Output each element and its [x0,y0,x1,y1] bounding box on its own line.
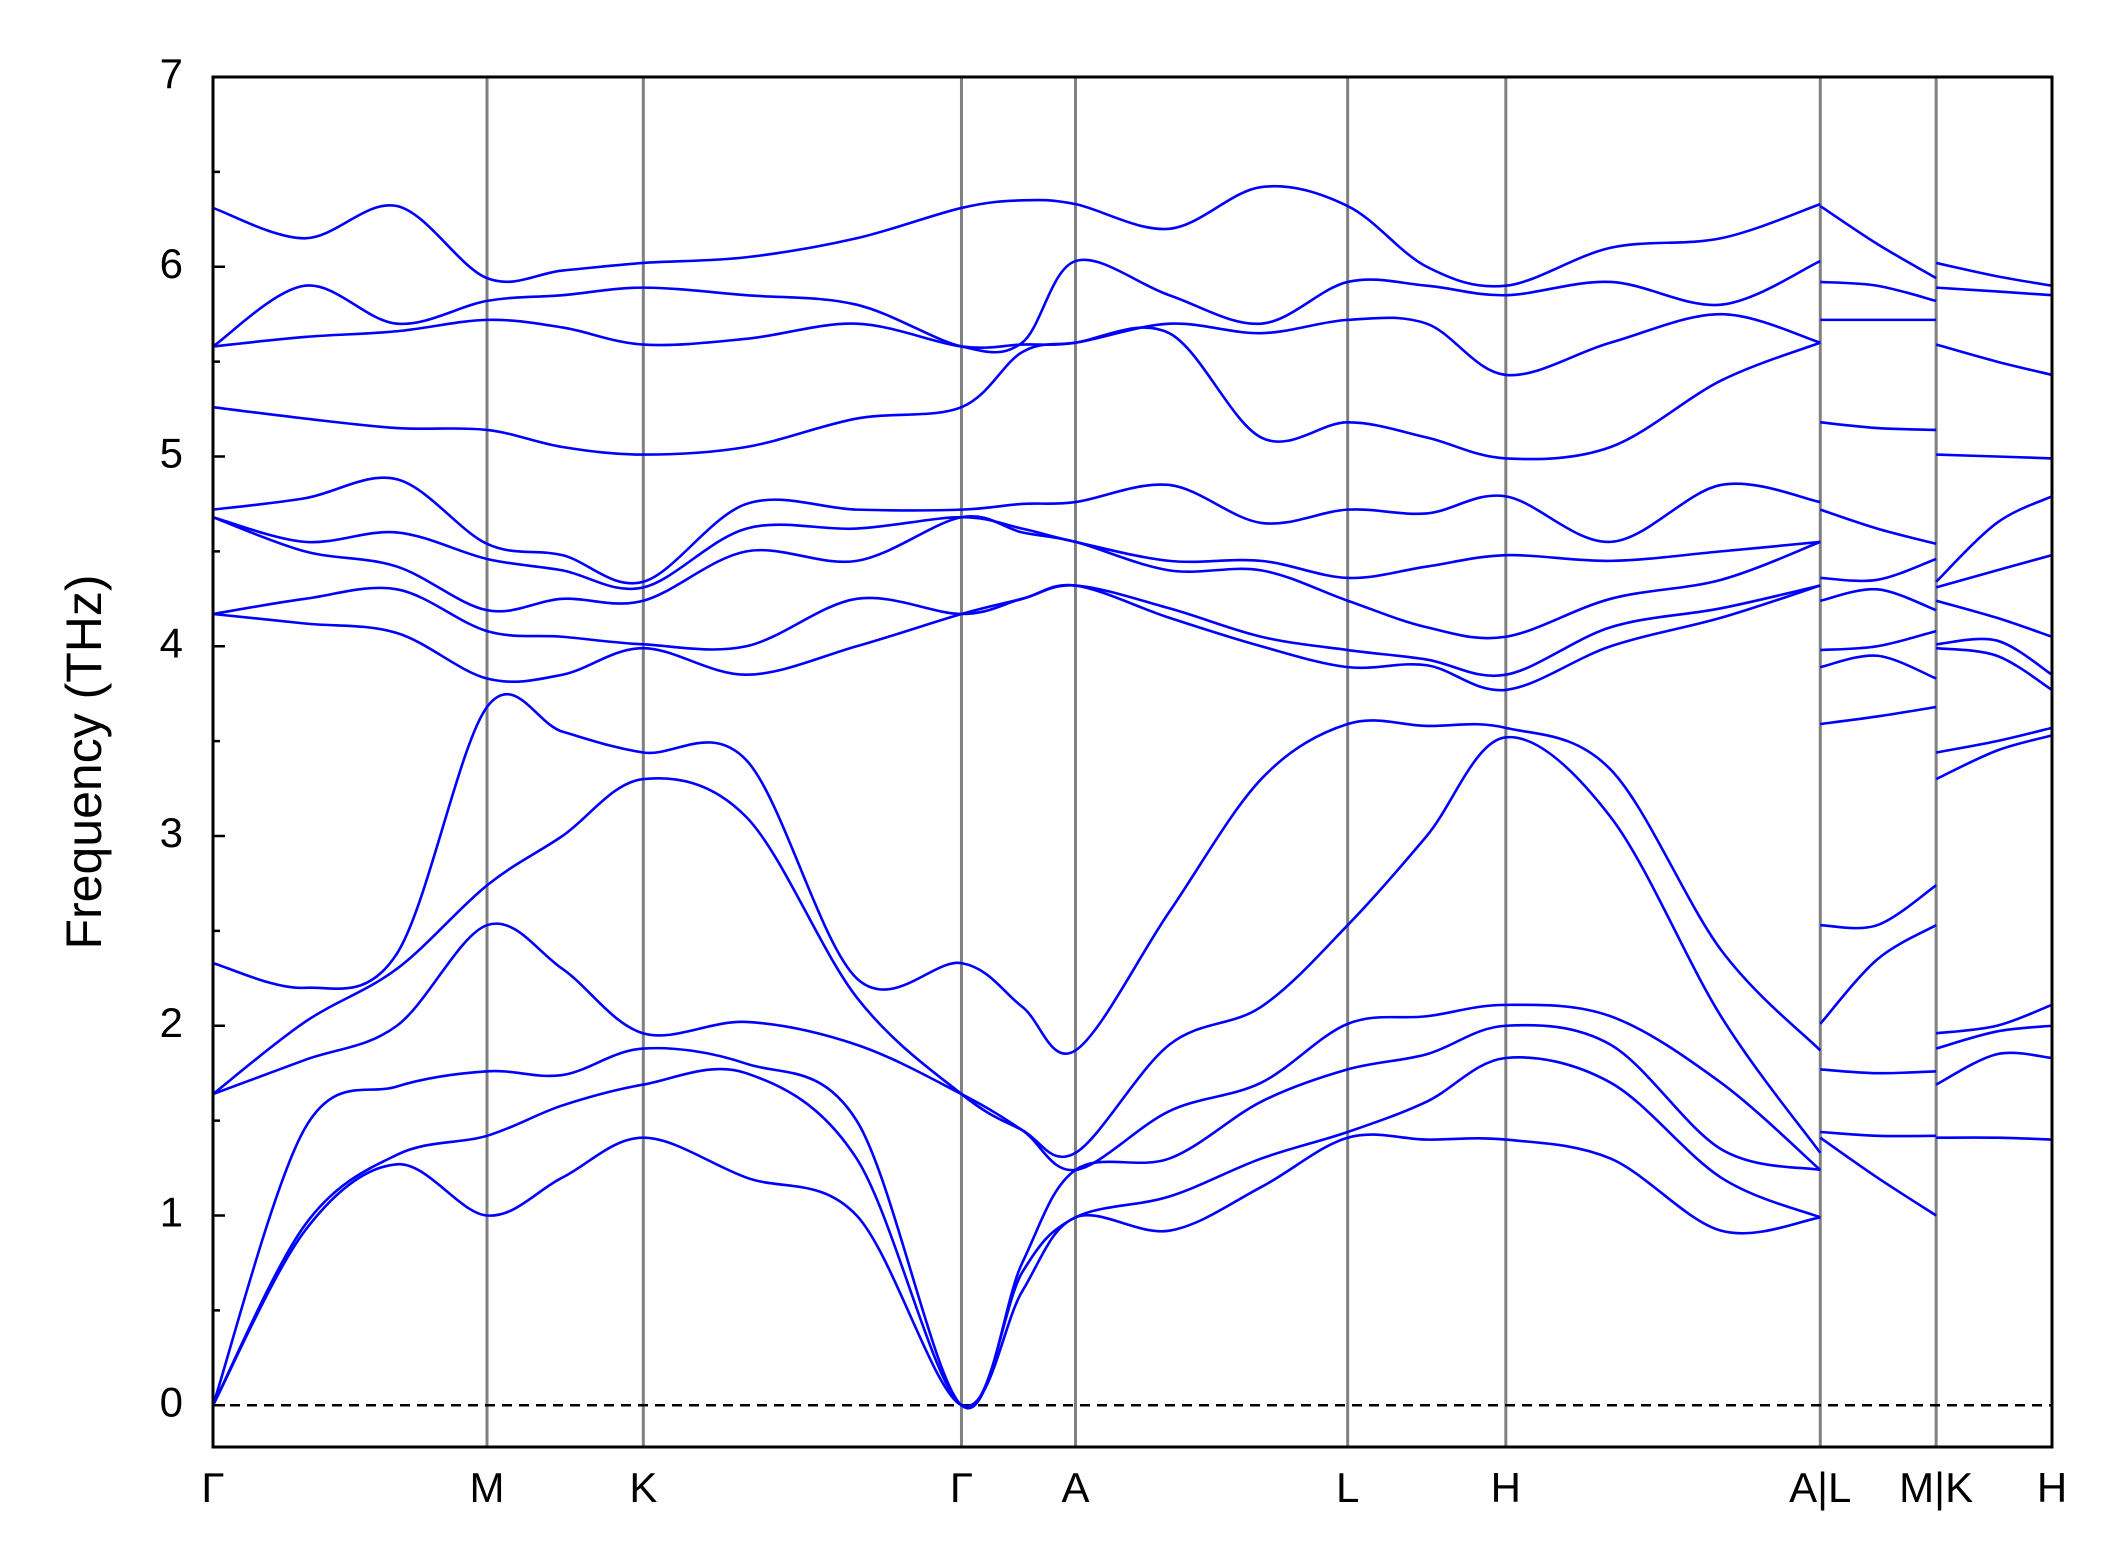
bands [213,184,2052,1410]
band-line [213,515,2052,591]
y-tick-label: 5 [160,430,183,477]
x-tick-label: M [470,1464,505,1511]
x-tick-label: H [1491,1464,1521,1511]
x-tick-label: M|K [1899,1464,1973,1511]
y-tick-label: 2 [160,999,183,1046]
plot-frame [211,75,2054,1449]
band-line [213,326,2052,461]
band-line [213,692,2052,1055]
band-line [213,1023,2052,1410]
x-tick-label: L [1336,1464,1359,1511]
x-tick-label: H [2037,1464,2067,1511]
y-tick-label: 4 [160,619,183,666]
y-tick-label: 7 [160,50,183,97]
band-line [213,922,2052,1172]
y-tick-label: 3 [160,809,183,856]
y-tick-label: 0 [160,1378,183,1425]
y-axis-label: Frequency (THz) [56,574,112,949]
band-line [213,184,2052,288]
x-tick-label: A|L [1789,1464,1851,1511]
x-tick-label: A [1061,1464,1089,1511]
x-tick-label: Γ [950,1464,973,1511]
x-tick-label: K [629,1464,657,1511]
band-line [213,583,2052,692]
y-tick-label: 1 [160,1189,183,1236]
band-line [213,734,2052,1159]
band-line [213,584,2052,678]
x-tick-label: Γ [201,1464,224,1511]
band-line [213,476,2052,585]
band-line [213,258,2052,354]
band-line [213,312,2052,377]
band-line [213,1133,2052,1408]
y-tick-label: 6 [160,240,183,287]
band-line [213,515,2052,640]
